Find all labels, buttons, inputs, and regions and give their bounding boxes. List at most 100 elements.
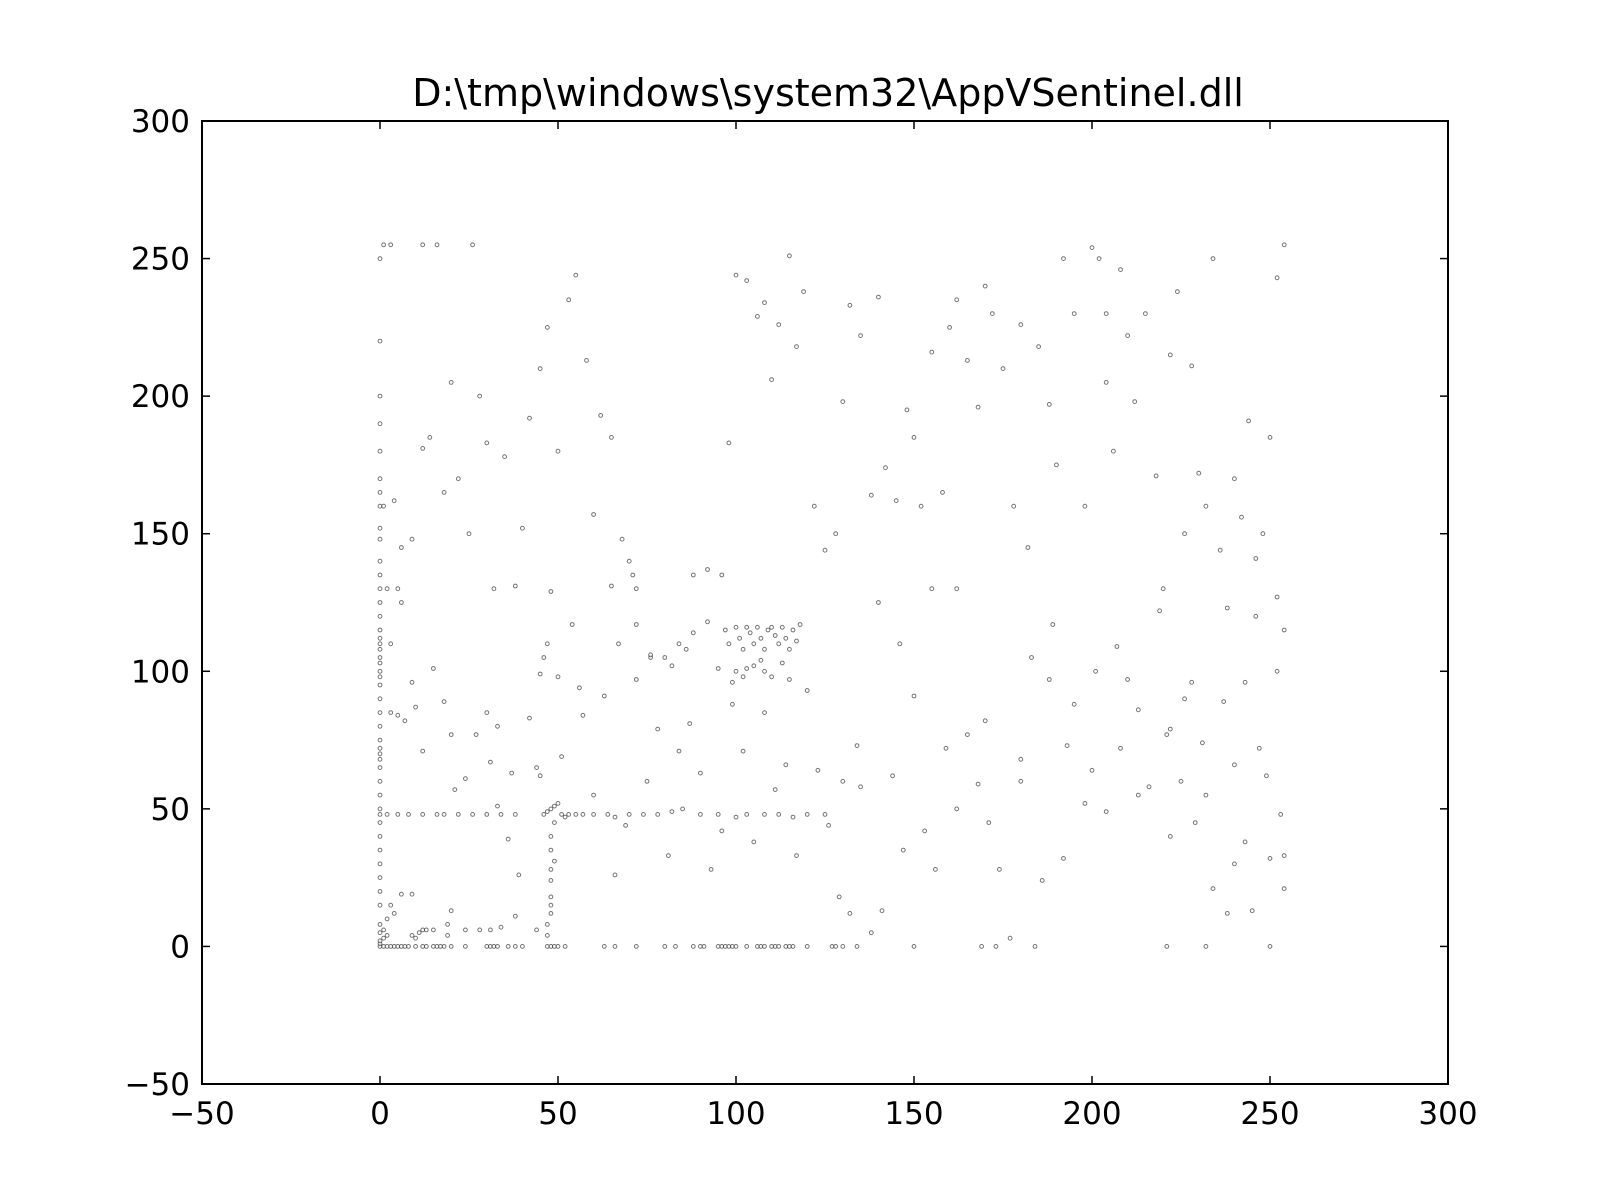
chart-title: D:\tmp\windows\system32\AppVSentinel.dll	[412, 71, 1244, 115]
data-point	[740, 646, 746, 652]
data-point	[463, 927, 468, 933]
data-point	[377, 558, 383, 564]
data-point	[993, 944, 999, 949]
data-point	[804, 944, 810, 949]
data-point	[1153, 473, 1159, 479]
data-point	[1114, 644, 1120, 649]
data-point	[548, 867, 554, 872]
data-point	[1256, 745, 1262, 751]
data-point	[399, 891, 404, 897]
data-point	[1093, 668, 1098, 674]
data-point	[900, 847, 906, 853]
data-point	[1118, 267, 1123, 273]
data-point	[495, 723, 500, 729]
data-point	[762, 668, 767, 674]
data-point	[747, 630, 753, 636]
data-point	[965, 358, 970, 363]
x-tick-label: 50	[538, 1096, 577, 1132]
data-point	[1242, 839, 1248, 845]
data-point	[751, 641, 757, 647]
y-tick-label: 150	[131, 517, 190, 553]
data-point	[377, 476, 383, 482]
data-point	[744, 666, 750, 671]
data-point	[1264, 773, 1269, 779]
data-point	[698, 770, 703, 776]
data-point	[473, 732, 479, 737]
data-point	[690, 944, 696, 949]
data-point	[858, 784, 863, 790]
data-point	[1118, 745, 1123, 751]
data-point	[537, 366, 543, 372]
data-point	[377, 536, 383, 542]
data-point	[423, 944, 429, 949]
data-point	[377, 902, 383, 908]
data-point	[1210, 256, 1216, 262]
data-point	[391, 498, 397, 504]
data-point	[377, 778, 383, 784]
data-point	[1071, 311, 1077, 317]
data-point	[769, 624, 774, 630]
data-point	[655, 726, 661, 732]
data-point	[548, 902, 554, 908]
data-point	[431, 666, 436, 671]
data-point	[384, 916, 390, 922]
data-point	[840, 944, 846, 949]
data-point	[377, 682, 383, 688]
data-point	[794, 638, 799, 644]
data-point	[577, 685, 582, 691]
data-point	[420, 748, 426, 754]
data-point	[1164, 732, 1170, 737]
data-point	[1096, 256, 1102, 262]
data-point	[566, 812, 572, 817]
data-point	[537, 671, 543, 677]
data-point	[520, 525, 525, 531]
data-point	[836, 894, 842, 900]
data-point	[765, 627, 771, 633]
data-point	[1224, 605, 1230, 611]
data-point	[1274, 594, 1280, 600]
data-point	[758, 635, 764, 641]
x-tick-label: −50	[169, 1096, 234, 1132]
data-point	[377, 812, 383, 817]
data-point	[1061, 856, 1066, 861]
data-point	[733, 814, 739, 820]
data-point	[409, 933, 415, 938]
data-point	[1167, 726, 1173, 732]
data-point	[854, 743, 860, 748]
data-point	[548, 878, 554, 883]
data-point	[733, 668, 739, 674]
data-point	[1210, 886, 1216, 891]
y-tick-label: 50	[151, 792, 190, 828]
data-point	[1082, 801, 1088, 806]
data-point	[1182, 696, 1187, 702]
data-point	[1164, 944, 1170, 949]
x-tick-label: 150	[884, 1096, 943, 1132]
data-point	[420, 242, 426, 248]
data-point	[495, 944, 500, 949]
data-point	[1175, 289, 1180, 295]
data-point	[488, 759, 493, 765]
data-point	[662, 655, 668, 660]
data-point	[512, 812, 518, 817]
data-point	[705, 619, 710, 625]
data-point	[448, 732, 454, 737]
y-tick-label: 300	[131, 104, 190, 140]
data-point	[441, 944, 447, 949]
data-point	[384, 586, 390, 592]
y-tick-label: 250	[131, 242, 190, 278]
data-point	[413, 704, 419, 710]
plot-frame	[201, 120, 1449, 1085]
data-point	[826, 823, 831, 828]
data-point	[979, 944, 984, 949]
data-point	[623, 823, 628, 828]
data-point	[758, 657, 764, 663]
data-point	[833, 944, 839, 949]
data-point	[1253, 613, 1259, 619]
data-point	[1082, 503, 1088, 509]
data-point	[512, 944, 518, 949]
data-point	[633, 677, 639, 682]
data-point	[1064, 743, 1070, 748]
data-point	[559, 812, 564, 817]
data-point	[555, 801, 561, 806]
data-point	[744, 278, 750, 284]
